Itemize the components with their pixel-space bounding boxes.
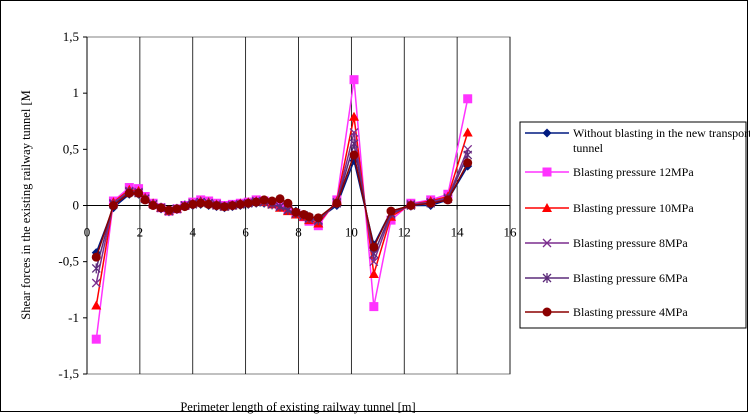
legend-label: Blasting pressure 10MPa — [573, 201, 694, 215]
x-tick-label: 14 — [451, 225, 465, 240]
data-point — [140, 195, 150, 205]
y-tick-label: 1 — [73, 85, 80, 100]
data-point — [91, 263, 101, 274]
legend-label: Blasting pressure 4MPa — [573, 305, 688, 319]
legend: Without blasting in the new transported t… — [525, 126, 750, 319]
data-point — [108, 201, 118, 210]
legend-marker — [542, 273, 552, 283]
series-group — [91, 75, 473, 344]
data-point — [304, 212, 314, 222]
y-tick-label: 1,5 — [63, 29, 79, 44]
series-6 — [91, 150, 473, 262]
data-point — [313, 213, 323, 223]
data-point — [134, 188, 144, 198]
data-point — [259, 195, 269, 205]
x-axis-ticks: 0 2 4 6 8 10 12 14 16 — [84, 205, 518, 240]
data-point — [227, 201, 237, 210]
data-point — [275, 194, 285, 204]
data-point — [91, 278, 101, 288]
y-tick-label: 0 — [73, 198, 80, 213]
data-point — [406, 201, 416, 210]
data-point — [188, 199, 198, 209]
y-tick-label: -1,5 — [58, 366, 79, 381]
data-point — [462, 127, 473, 137]
data-point — [148, 201, 158, 210]
data-point — [172, 204, 182, 214]
y-axis-ticks: 1,5 1 0,5 0 -0,5 -1 -1,5 — [58, 29, 87, 381]
data-point — [368, 269, 379, 279]
data-point — [349, 128, 359, 137]
data-point — [349, 111, 360, 121]
data-point — [463, 94, 473, 104]
y-tick-label: 0,5 — [63, 141, 79, 156]
x-tick-label: 4 — [190, 225, 197, 240]
legend-marker — [542, 238, 552, 248]
data-point — [235, 199, 245, 209]
data-point — [275, 201, 285, 212]
legend-marker — [542, 307, 552, 317]
data-point — [369, 257, 379, 267]
x-tick-label: 6 — [242, 225, 249, 240]
data-point — [91, 300, 102, 310]
legend-label: Blasting pressure 12MPa — [573, 165, 694, 179]
legend-marker — [542, 128, 552, 138]
data-point — [349, 150, 359, 160]
y-tick-label: -0,5 — [58, 254, 79, 269]
x-tick-label: 16 — [504, 225, 518, 240]
data-point — [369, 242, 379, 252]
data-point — [91, 334, 101, 344]
legend-marker — [542, 203, 552, 212]
legend-item: Blasting pressure 8MPa — [525, 236, 688, 250]
data-point — [164, 205, 174, 215]
data-point — [212, 201, 222, 210]
data-point — [443, 195, 453, 205]
legend-item: Blasting pressure 10MPa — [525, 201, 694, 215]
x-axis-title: Perimeter length of existing railway tun… — [180, 400, 415, 414]
legend-label: Without blasting in the new transported t… — [573, 126, 750, 155]
x-tick-label: 8 — [295, 225, 302, 240]
x-tick-label: 2 — [137, 225, 144, 240]
legend-box — [519, 121, 747, 329]
data-point — [156, 203, 166, 213]
data-point — [291, 207, 301, 217]
data-point — [204, 199, 214, 209]
data-point — [369, 302, 379, 312]
y-tick-label: -1 — [68, 310, 79, 325]
data-point — [251, 197, 261, 207]
data-point — [426, 198, 436, 208]
data-point — [349, 138, 359, 149]
data-point — [463, 158, 473, 168]
data-point — [386, 206, 396, 216]
data-point — [180, 202, 190, 212]
data-point — [124, 188, 134, 198]
data-point — [267, 196, 277, 206]
x-tick-label: 10 — [345, 225, 358, 240]
y-axis-title: Shear forces in the existing railway tun… — [19, 90, 33, 319]
data-point — [91, 252, 101, 262]
x-tick-label: 0 — [84, 225, 91, 240]
x-tick-label: 12 — [398, 225, 411, 240]
data-point — [219, 202, 229, 212]
data-point — [349, 75, 359, 85]
data-point — [463, 149, 473, 160]
legend-label: Blasting pressure 6MPa — [573, 271, 688, 285]
legend-item: Blasting pressure 4MPa — [525, 305, 688, 319]
legend-item: Blasting pressure 6MPa — [525, 271, 688, 285]
legend-marker — [542, 167, 552, 177]
data-point — [243, 198, 253, 208]
data-point — [196, 198, 206, 208]
legend-item: Without blasting in the new transported t… — [525, 126, 750, 155]
legend-label: Blasting pressure 8MPa — [573, 236, 688, 250]
legend-item: Blasting pressure 12MPa — [525, 165, 694, 179]
data-point — [283, 198, 293, 208]
data-point — [332, 198, 342, 208]
